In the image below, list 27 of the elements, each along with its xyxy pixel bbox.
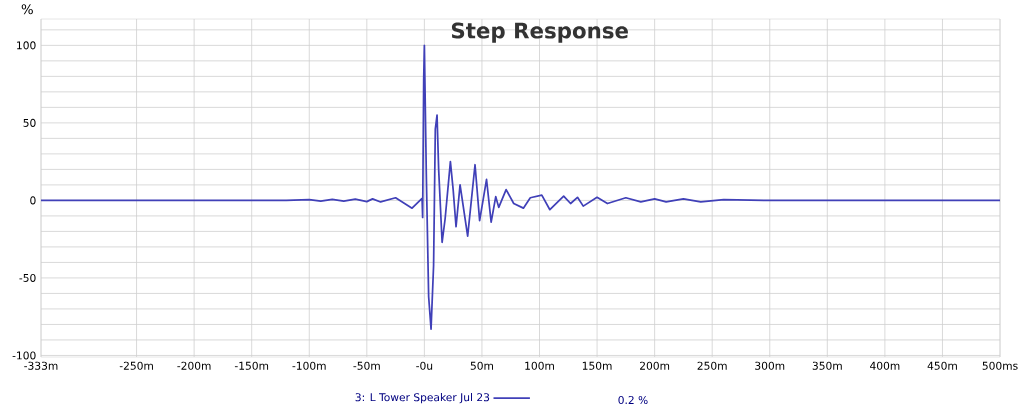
x-tick-label: -200m <box>177 361 211 370</box>
y-tick-label: -100 <box>12 351 36 360</box>
y-tick-label: 0 <box>30 196 36 205</box>
x-tick-label: 300m <box>755 361 785 370</box>
x-tick-label: -333m <box>24 361 58 370</box>
chart-title: Step Response <box>451 22 628 43</box>
x-tick-label: 350m <box>812 361 842 370</box>
y-tick-label: 100 <box>17 41 36 50</box>
y-axis-title: % <box>21 4 33 15</box>
x-tick-label: 250m <box>697 361 727 370</box>
x-tick-label: 50m <box>470 361 493 370</box>
x-tick-label: 200m <box>640 361 670 370</box>
x-tick-label: 400m <box>870 361 900 370</box>
x-tick-label: 100m <box>525 361 554 370</box>
x-tick-label: -250m <box>119 361 153 370</box>
x-tick-label: -100m <box>292 361 326 370</box>
x-tick-label: -50m <box>353 361 380 370</box>
x-tick-label: 500ms <box>982 361 1018 370</box>
y-tick-label: -50 <box>19 273 36 282</box>
x-tick-label: -0u <box>416 361 433 370</box>
x-tick-label: -150m <box>234 361 269 370</box>
y-tick-label: 50 <box>23 118 36 127</box>
text: 0.2 % <box>618 395 648 405</box>
x-tick-label: 150m <box>582 361 612 370</box>
legend-label: 3: L Tower Speaker Jul 23 <box>355 393 490 404</box>
x-tick-label: 450m <box>927 361 957 370</box>
line-series <box>41 44 1001 330</box>
